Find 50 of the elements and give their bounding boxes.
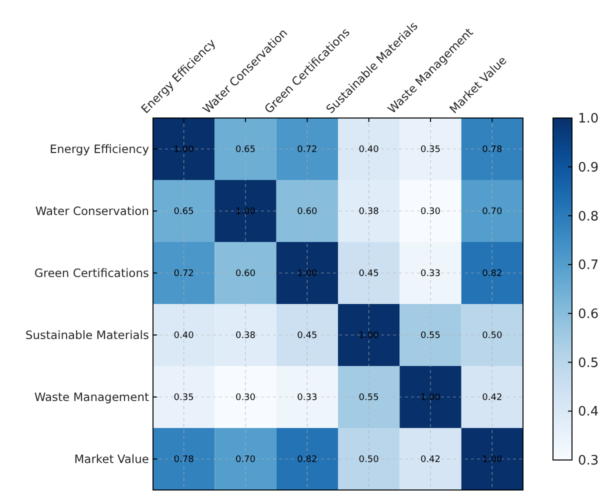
data-label: 0.78 <box>174 455 194 466</box>
data-label: 0.35 <box>420 145 441 156</box>
y-tick-label: Green Certifications <box>34 266 150 280</box>
data-label: 1.00 <box>482 455 502 466</box>
color-bar-label: 0.8 <box>578 209 599 224</box>
data-label: 0.72 <box>297 145 318 156</box>
y-tick-label: Water Conservation <box>35 204 149 218</box>
data-label: 1.00 <box>235 207 256 218</box>
data-label: 0.35 <box>174 393 194 404</box>
data-label: 0.72 <box>174 269 194 280</box>
data-label: 0.30 <box>420 207 441 218</box>
data-label: 0.50 <box>358 455 380 466</box>
data-label: 1.00 <box>174 145 194 156</box>
color-bar-label: 1.0 <box>578 112 599 127</box>
data-label: 0.38 <box>358 207 380 218</box>
color-bar-label: 0.6 <box>578 306 599 322</box>
data-label: 0.42 <box>420 455 441 466</box>
color-bar-label: 0.3 <box>578 454 599 469</box>
data-label: 0.78 <box>482 145 502 156</box>
data-label: 0.65 <box>174 207 194 218</box>
color-bar-label: 0.5 <box>578 356 599 371</box>
data-label: 0.50 <box>482 331 502 342</box>
y-tick-label: Energy Efficiency <box>50 142 150 156</box>
color-bar-label: 0.7 <box>578 258 599 274</box>
data-label: 0.60 <box>235 269 256 280</box>
data-label: 1.00 <box>297 269 318 280</box>
data-label: 0.45 <box>358 269 379 280</box>
data-label: 0.55 <box>420 331 441 342</box>
data-label: 0.65 <box>235 145 256 156</box>
data-label: 0.30 <box>235 393 256 404</box>
data-label: 0.70 <box>482 207 502 218</box>
data-label: 0.82 <box>297 455 318 466</box>
color-bar-label: 0.4 <box>578 404 599 420</box>
y-tick-label: Sustainable Materials <box>25 328 149 342</box>
data-label: 1.00 <box>358 331 380 342</box>
data-label: 0.82 <box>482 269 502 280</box>
y-tick-label: Waste Management <box>34 390 150 404</box>
data-label: 0.40 <box>358 145 380 156</box>
data-label: 0.70 <box>235 455 256 466</box>
y-tick-label: Market Value <box>74 452 149 466</box>
data-label: 0.55 <box>358 393 379 404</box>
data-label: 1.00 <box>420 393 441 404</box>
data-label: 0.33 <box>297 393 318 404</box>
data-label: 0.38 <box>235 331 256 342</box>
data-label: 0.60 <box>297 207 318 218</box>
data-label: 0.45 <box>297 331 318 342</box>
data-label: 0.40 <box>174 331 194 342</box>
color-bar-label: 0.9 <box>578 160 599 176</box>
data-label: 0.33 <box>420 269 441 280</box>
data-label: 0.42 <box>482 393 502 404</box>
